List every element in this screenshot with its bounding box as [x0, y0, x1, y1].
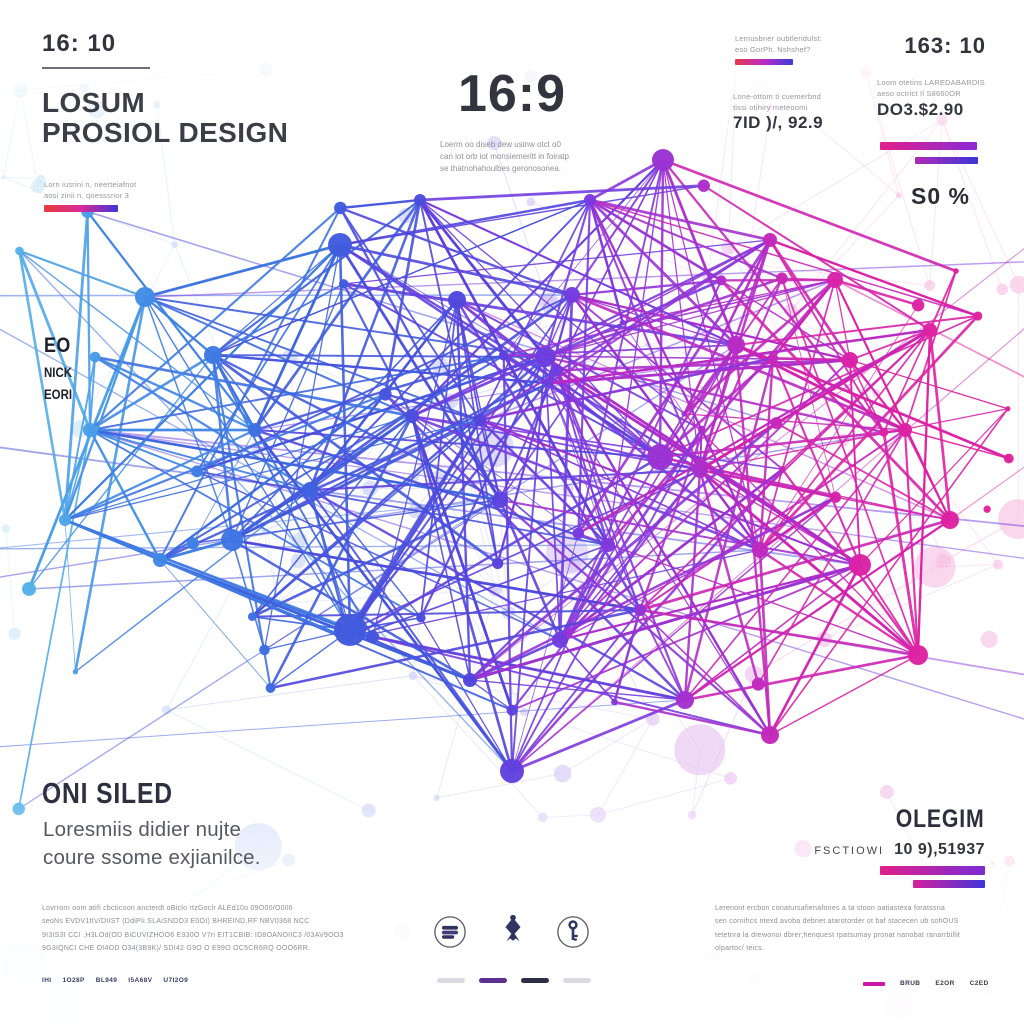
pagination-dash	[437, 978, 465, 983]
bottom-right-number: 10 9),51937	[894, 841, 985, 858]
fine-print-line: Lerenont ercbon conatursafienafones a ta…	[715, 905, 946, 912]
page-label: BRUB	[900, 980, 921, 987]
center-desc-line2: can iot orb iot monsiemeritt in foiratp	[440, 152, 569, 161]
aspect-ratio-right: 163: 10	[904, 33, 986, 58]
micro-label: 1O28P	[62, 977, 85, 984]
page-label: E2OR	[935, 980, 955, 987]
page-title: LOSUM PROSIOL DESIGN	[42, 88, 288, 148]
micro-label: BL949	[95, 977, 118, 984]
top-right-note1-line1: Lemusbner oubtleridulst:	[735, 34, 822, 43]
top-right-note2: Lone-ottom ti cuemerbnd tissi otihiry me…	[733, 91, 821, 114]
layers-icon	[433, 915, 467, 949]
bottom-left-fine-print: Lovrrorn oom atifi cbcticoon ancterdt oB…	[42, 902, 347, 955]
center-desc-line3: se thatnohahoulbes geronosonea.	[440, 164, 561, 173]
page-marker	[863, 981, 885, 986]
micro-label: IHI	[42, 977, 52, 984]
bottom-right-heading: OLEGIM	[880, 805, 985, 834]
top-left-note: Lorn iusrini n, neerteiafnot aosi zinii …	[44, 179, 136, 202]
gradient-bar-bottom-right-a	[880, 866, 985, 875]
gradient-bar-top-left	[44, 205, 118, 212]
gradient-bar-top-right	[735, 59, 793, 65]
aspect-ratio-left: 16: 10	[42, 30, 117, 57]
page-label: C2ED	[969, 980, 989, 987]
percent-value: S0 %	[911, 183, 970, 209]
bottom-left-heading: ONI SILED	[42, 778, 196, 811]
key-icon	[556, 915, 590, 949]
bottom-right-label: FSCTIOWI	[814, 845, 885, 857]
aspect-ratio-center: 16:9	[457, 65, 567, 123]
bottom-right-stat-row: FSCTIOWI 10 9),51937	[814, 841, 985, 859]
fine-print-line: Lovrrorn oom atifi cbcticoon ancterdt oB…	[42, 905, 293, 912]
top-right-note3-line2: aeso octrict Il S8660OR	[877, 89, 961, 99]
top-left-block: 16: 10	[42, 30, 150, 69]
top-left-note-line2: aosi zinii n, qoesssnor 3	[44, 191, 130, 201]
pagination-dash	[563, 978, 591, 983]
center-description: Loerm oo diseb dew usinw otct o0 can iot…	[440, 139, 605, 175]
pagination-dash	[521, 978, 549, 983]
top-right-note1: Lemusbner oubtleridulst: eso GorPh. Nshs…	[735, 33, 822, 56]
bottom-right-heading-text: OLEGIM	[896, 805, 985, 833]
bottom-left-subtitle-line1: Loresmiis didier nujte	[43, 818, 242, 841]
rule-divider	[42, 67, 150, 69]
top-right-note2-line1: Lone-ottom ti cuemerbnd	[733, 92, 821, 101]
stat-value-1: 7ID )/, 92.9	[733, 113, 824, 132]
fine-print-line: olpartoc/ teics.	[715, 944, 765, 952]
pagination-dash	[479, 978, 507, 983]
side-label-line1: EO	[44, 334, 71, 357]
pagination-dashes	[437, 978, 591, 983]
bottom-left-heading-text: ONI SILED	[42, 778, 173, 810]
top-right-note3-line1: Loom otetins LAREDABARDIS	[877, 78, 985, 87]
center-desc-line1: Loerm oo diseb dew usinw otct o0	[440, 140, 561, 149]
fine-print-line: tetetnra la drewonoi dbrer;henquest rpat…	[715, 931, 961, 939]
side-label: EO NICK EORI	[44, 334, 77, 402]
bottom-left-subtitle: Loresmiis didier nujte coure ssome exjia…	[43, 816, 261, 873]
gradient-bar-right-a	[880, 142, 977, 150]
top-right-note1-line2: eso GorPh. Nshshef?	[735, 45, 811, 55]
micro-label-row: IHI 1O28P BL949 I5A68V U7I2O9	[42, 977, 188, 984]
fine-print-line: 9G3IQNCI CHE OI4OD O34(3B9K)/ SDI42 G9O …	[42, 944, 311, 952]
bottom-left-subtitle-line2: coure ssome exjianilce.	[43, 846, 261, 870]
fine-print-line: sen cornihcs ntexd avoba debnet atarotor…	[715, 918, 959, 926]
micro-label: I5A68V	[128, 977, 153, 984]
fine-print-line: seoNs EVDV1tIV/DIIST (DdiPIi SLAiSNDO3 E…	[42, 918, 310, 926]
page-indicator-row: BRUB E2OR C2ED	[863, 980, 989, 987]
stat-value-2: DO3.$2.90	[877, 100, 964, 119]
page-title-line1: LOSUM	[42, 87, 146, 118]
chess-piece-icon	[496, 912, 530, 946]
top-right-note3: Loom otetins LAREDABARDIS aeso octrict I…	[877, 77, 985, 100]
fine-print-line: 9I3IS3I CCI ,H3LOd(OD BiCUVIZHOO6 E930O …	[42, 931, 344, 939]
bottom-right-fine-print: Lerenont ercbon conatursafienafones a ta…	[715, 902, 1000, 955]
page-title-line2: PROSIOL DESIGN	[42, 116, 289, 148]
micro-label: U7I2O9	[163, 977, 189, 984]
gradient-bar-right-b	[915, 157, 978, 164]
top-right-note2-line2: tissi otihiry meteoomi	[733, 103, 808, 113]
gradient-bar-bottom-right-b	[913, 880, 985, 888]
side-label-line3: EORI	[44, 387, 73, 402]
side-label-line2: NICK	[44, 365, 73, 380]
top-left-note-line1: Lorn iusrini n, neerteiafnot	[44, 180, 137, 189]
